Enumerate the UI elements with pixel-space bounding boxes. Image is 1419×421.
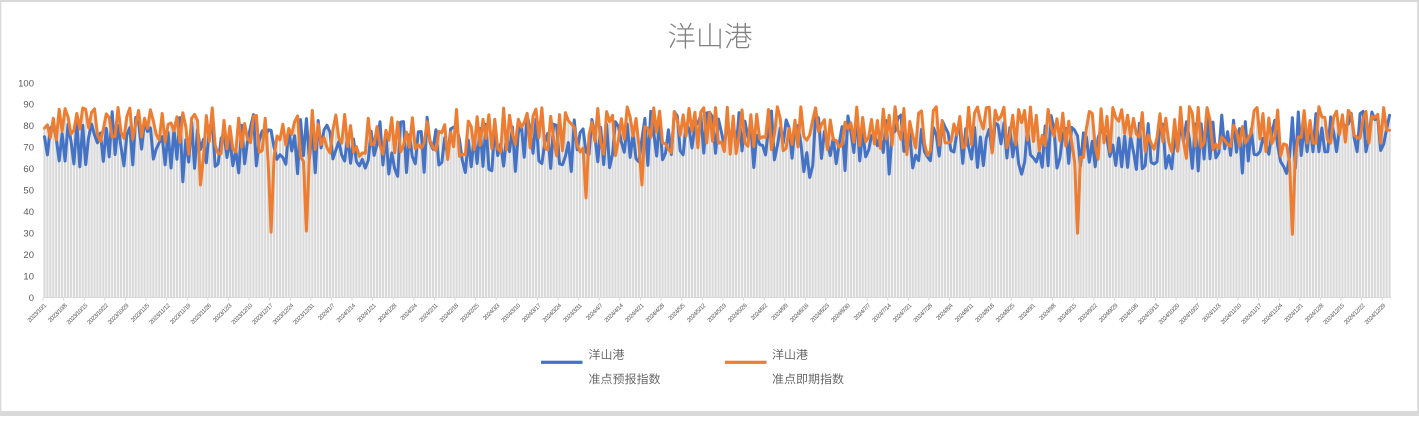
svg-text:70: 70 bbox=[23, 143, 34, 154]
svg-text:20: 20 bbox=[23, 250, 34, 261]
svg-text:90: 90 bbox=[23, 100, 34, 111]
svg-text:30: 30 bbox=[23, 229, 34, 240]
svg-text:60: 60 bbox=[23, 164, 34, 175]
svg-text:10: 10 bbox=[23, 271, 34, 282]
svg-text:50: 50 bbox=[23, 186, 34, 197]
svg-text:0: 0 bbox=[29, 293, 34, 304]
svg-text:80: 80 bbox=[23, 121, 34, 132]
svg-text:40: 40 bbox=[23, 207, 34, 218]
svg-text:100: 100 bbox=[18, 78, 34, 89]
